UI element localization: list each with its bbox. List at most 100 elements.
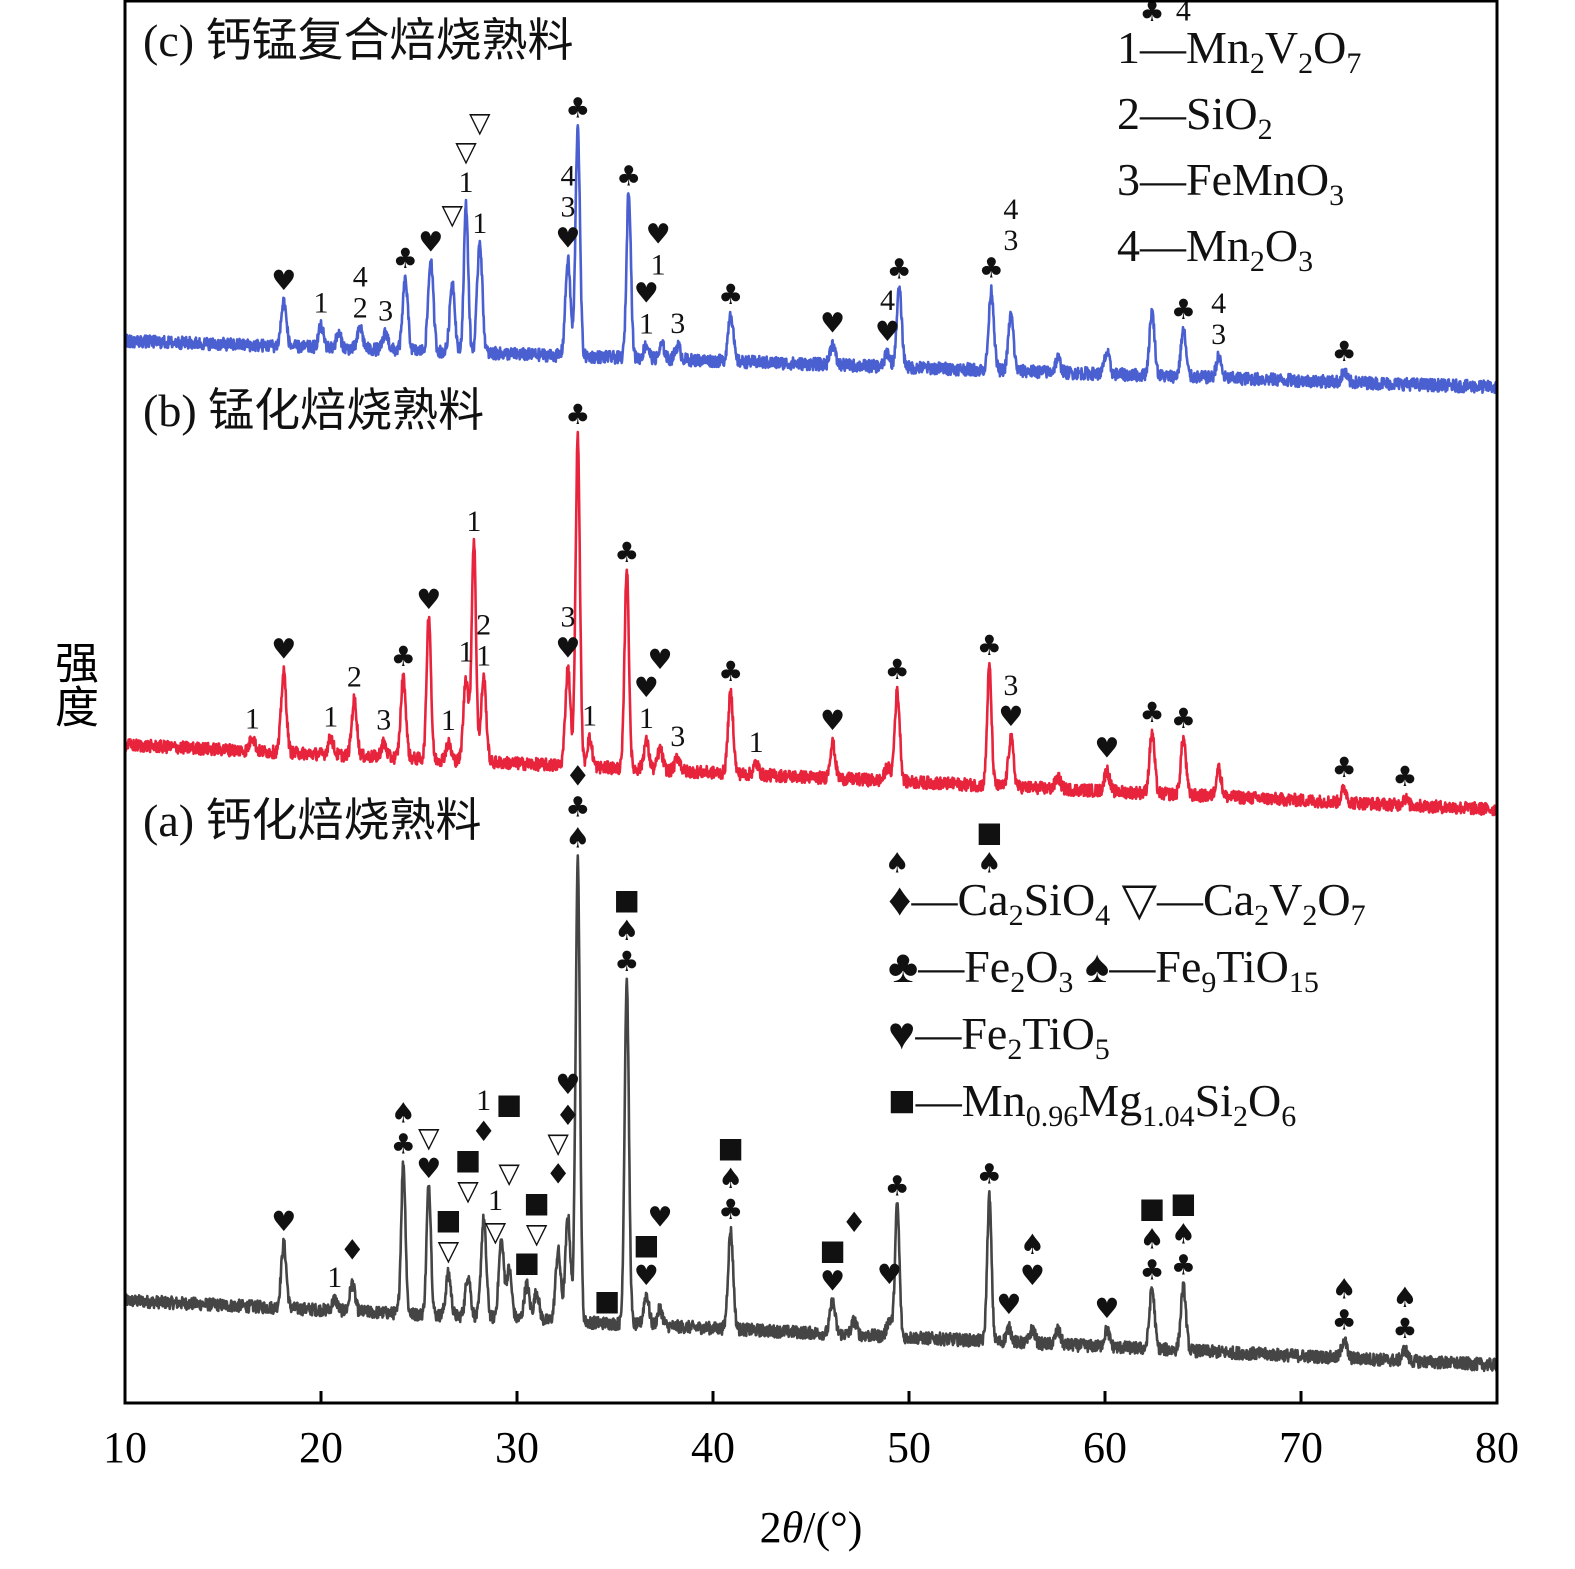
- peak-label: ♠: [1332, 1273, 1357, 1306]
- peak-label: ▽: [469, 106, 491, 139]
- series-line-0: [123, 854, 1499, 1373]
- peak-label: ▽: [442, 198, 464, 231]
- x-tick-label: 20: [299, 1423, 343, 1472]
- x-tick-label: 50: [887, 1423, 931, 1472]
- peak-label: ▽: [498, 1157, 520, 1190]
- peak-label: ♣: [1139, 696, 1164, 729]
- peak-label: 1: [488, 1184, 503, 1217]
- peak-label: ♣: [565, 91, 590, 124]
- peak-label: ▽: [418, 1121, 440, 1154]
- peak-label: ♥: [418, 226, 443, 259]
- peak-label: ♣: [1332, 1304, 1357, 1337]
- x-tick-label: 60: [1083, 1423, 1127, 1472]
- peak-label: ■: [435, 1203, 461, 1236]
- peak-label: ♠: [1171, 1217, 1196, 1250]
- peak-label: 1: [749, 726, 764, 759]
- legend-item: ♣—Fe2O3 ♠—Fe9TiO15: [888, 941, 1319, 999]
- peak-label: ♥: [271, 632, 296, 665]
- peak-label: ■: [614, 883, 640, 916]
- peak-label: ♥: [271, 264, 296, 297]
- peak-label: 3: [1211, 318, 1226, 351]
- peak-label: ♥: [1094, 1292, 1119, 1325]
- peak-label: ♥: [648, 1200, 673, 1233]
- peak-label: ▽: [455, 135, 477, 168]
- peak-label: 1: [639, 307, 654, 340]
- peak-label: ♣: [979, 251, 1004, 284]
- peak-label: ♠: [977, 846, 1002, 879]
- peak-label: ♣: [614, 945, 639, 978]
- peak-label: 1: [441, 704, 456, 737]
- legend-item: 3—FeMnO3: [1117, 154, 1345, 212]
- peak-label: ♥: [416, 1152, 441, 1185]
- x-tick-label: 10: [103, 1423, 147, 1472]
- peak-label: 1: [327, 1261, 342, 1294]
- peak-label: ♣: [1171, 702, 1196, 735]
- peak-label: ♣: [977, 1157, 1002, 1190]
- legend-item: ♦—Ca2SiO4 ▽—Ca2V2O7: [888, 874, 1366, 932]
- peak-label: ♥: [555, 1068, 580, 1101]
- peak-label: ♥: [555, 632, 580, 665]
- peak-label: ▽: [526, 1217, 548, 1250]
- peak-label: ♥: [646, 217, 671, 250]
- peak-label: ♦: [471, 1115, 496, 1148]
- peak-label: 4: [560, 160, 575, 193]
- peak-label: ♠: [391, 1097, 416, 1130]
- peak-label: 1: [476, 1084, 491, 1117]
- peak-label: 1: [472, 207, 487, 240]
- peak-label: ♣: [1171, 293, 1196, 326]
- peak-label: 4: [353, 260, 368, 293]
- x-tick-label: 80: [1475, 1423, 1519, 1472]
- peak-label: 3: [376, 704, 391, 737]
- peak-label: ♥: [634, 1259, 659, 1292]
- peak-label: ♣: [718, 655, 743, 688]
- peak-label: ♥: [998, 700, 1023, 733]
- series-line-1: [123, 430, 1499, 817]
- legend-item: 2—SiO2: [1117, 88, 1273, 146]
- peak-label: ♣: [565, 398, 590, 431]
- peak-label: 2: [476, 608, 491, 641]
- peak-label: ♦: [340, 1233, 365, 1266]
- peak-label: 3: [560, 601, 575, 634]
- peak-label: ♠: [718, 1162, 743, 1195]
- peak-label: ■: [1170, 1186, 1196, 1219]
- peak-label: ♥: [820, 704, 845, 737]
- legend-item: ■—Mn0.96Mg1.04Si2O6: [888, 1075, 1297, 1133]
- peak-label: ♥: [555, 222, 580, 255]
- peak-label: ♥: [820, 1265, 845, 1298]
- peak-label: ■: [717, 1131, 743, 1164]
- x-axis-label: 2θ/(°): [759, 1503, 863, 1552]
- peak-label: ♣: [391, 1128, 416, 1161]
- panel-title-b: (b) 锰化焙烧熟料: [143, 385, 485, 436]
- peak-label: ▽: [485, 1215, 507, 1248]
- peak-label: 3: [378, 294, 393, 327]
- peak-label: ♦: [565, 759, 590, 792]
- peak-label: ♣: [887, 253, 912, 286]
- legend-phases-symbols: ♦—Ca2SiO4 ▽—Ca2V2O7 ♣—Fe2O3 ♠—Fe9TiO15 ♥…: [888, 874, 1366, 1142]
- peak-label: 1: [476, 639, 491, 672]
- peak-label: ♣: [614, 536, 639, 569]
- peak-label: 1: [314, 286, 329, 319]
- peak-label: 4: [880, 284, 895, 317]
- peak-label: ■: [496, 1088, 522, 1121]
- peak-label: 4: [1176, 0, 1191, 27]
- peak-label: 1: [651, 248, 666, 281]
- peak-label: ♥: [996, 1288, 1021, 1321]
- peak-label: ♠: [565, 821, 590, 854]
- panel-title-c: (c) 钙锰复合焙烧熟料: [143, 15, 574, 66]
- peak-label: ♣: [1392, 1312, 1417, 1345]
- peak-label: ♣: [718, 1193, 743, 1226]
- y-axis-label: 强度: [48, 640, 97, 728]
- panel-title-a: (a) 钙化焙烧熟料: [143, 795, 482, 846]
- peak-label: 2: [347, 660, 362, 693]
- peak-label: ♣: [885, 1169, 910, 1202]
- peak-label: ♥: [875, 315, 900, 348]
- peak-label: 1: [459, 636, 474, 669]
- peak-label: ♣: [1332, 751, 1357, 784]
- x-tick-label: 40: [691, 1423, 735, 1472]
- peak-label: 4: [1003, 193, 1018, 226]
- peak-label: 1: [466, 505, 481, 538]
- peak-label: 1: [323, 701, 338, 734]
- peak-label: ■: [594, 1284, 620, 1317]
- peak-label: ♦: [555, 1099, 580, 1132]
